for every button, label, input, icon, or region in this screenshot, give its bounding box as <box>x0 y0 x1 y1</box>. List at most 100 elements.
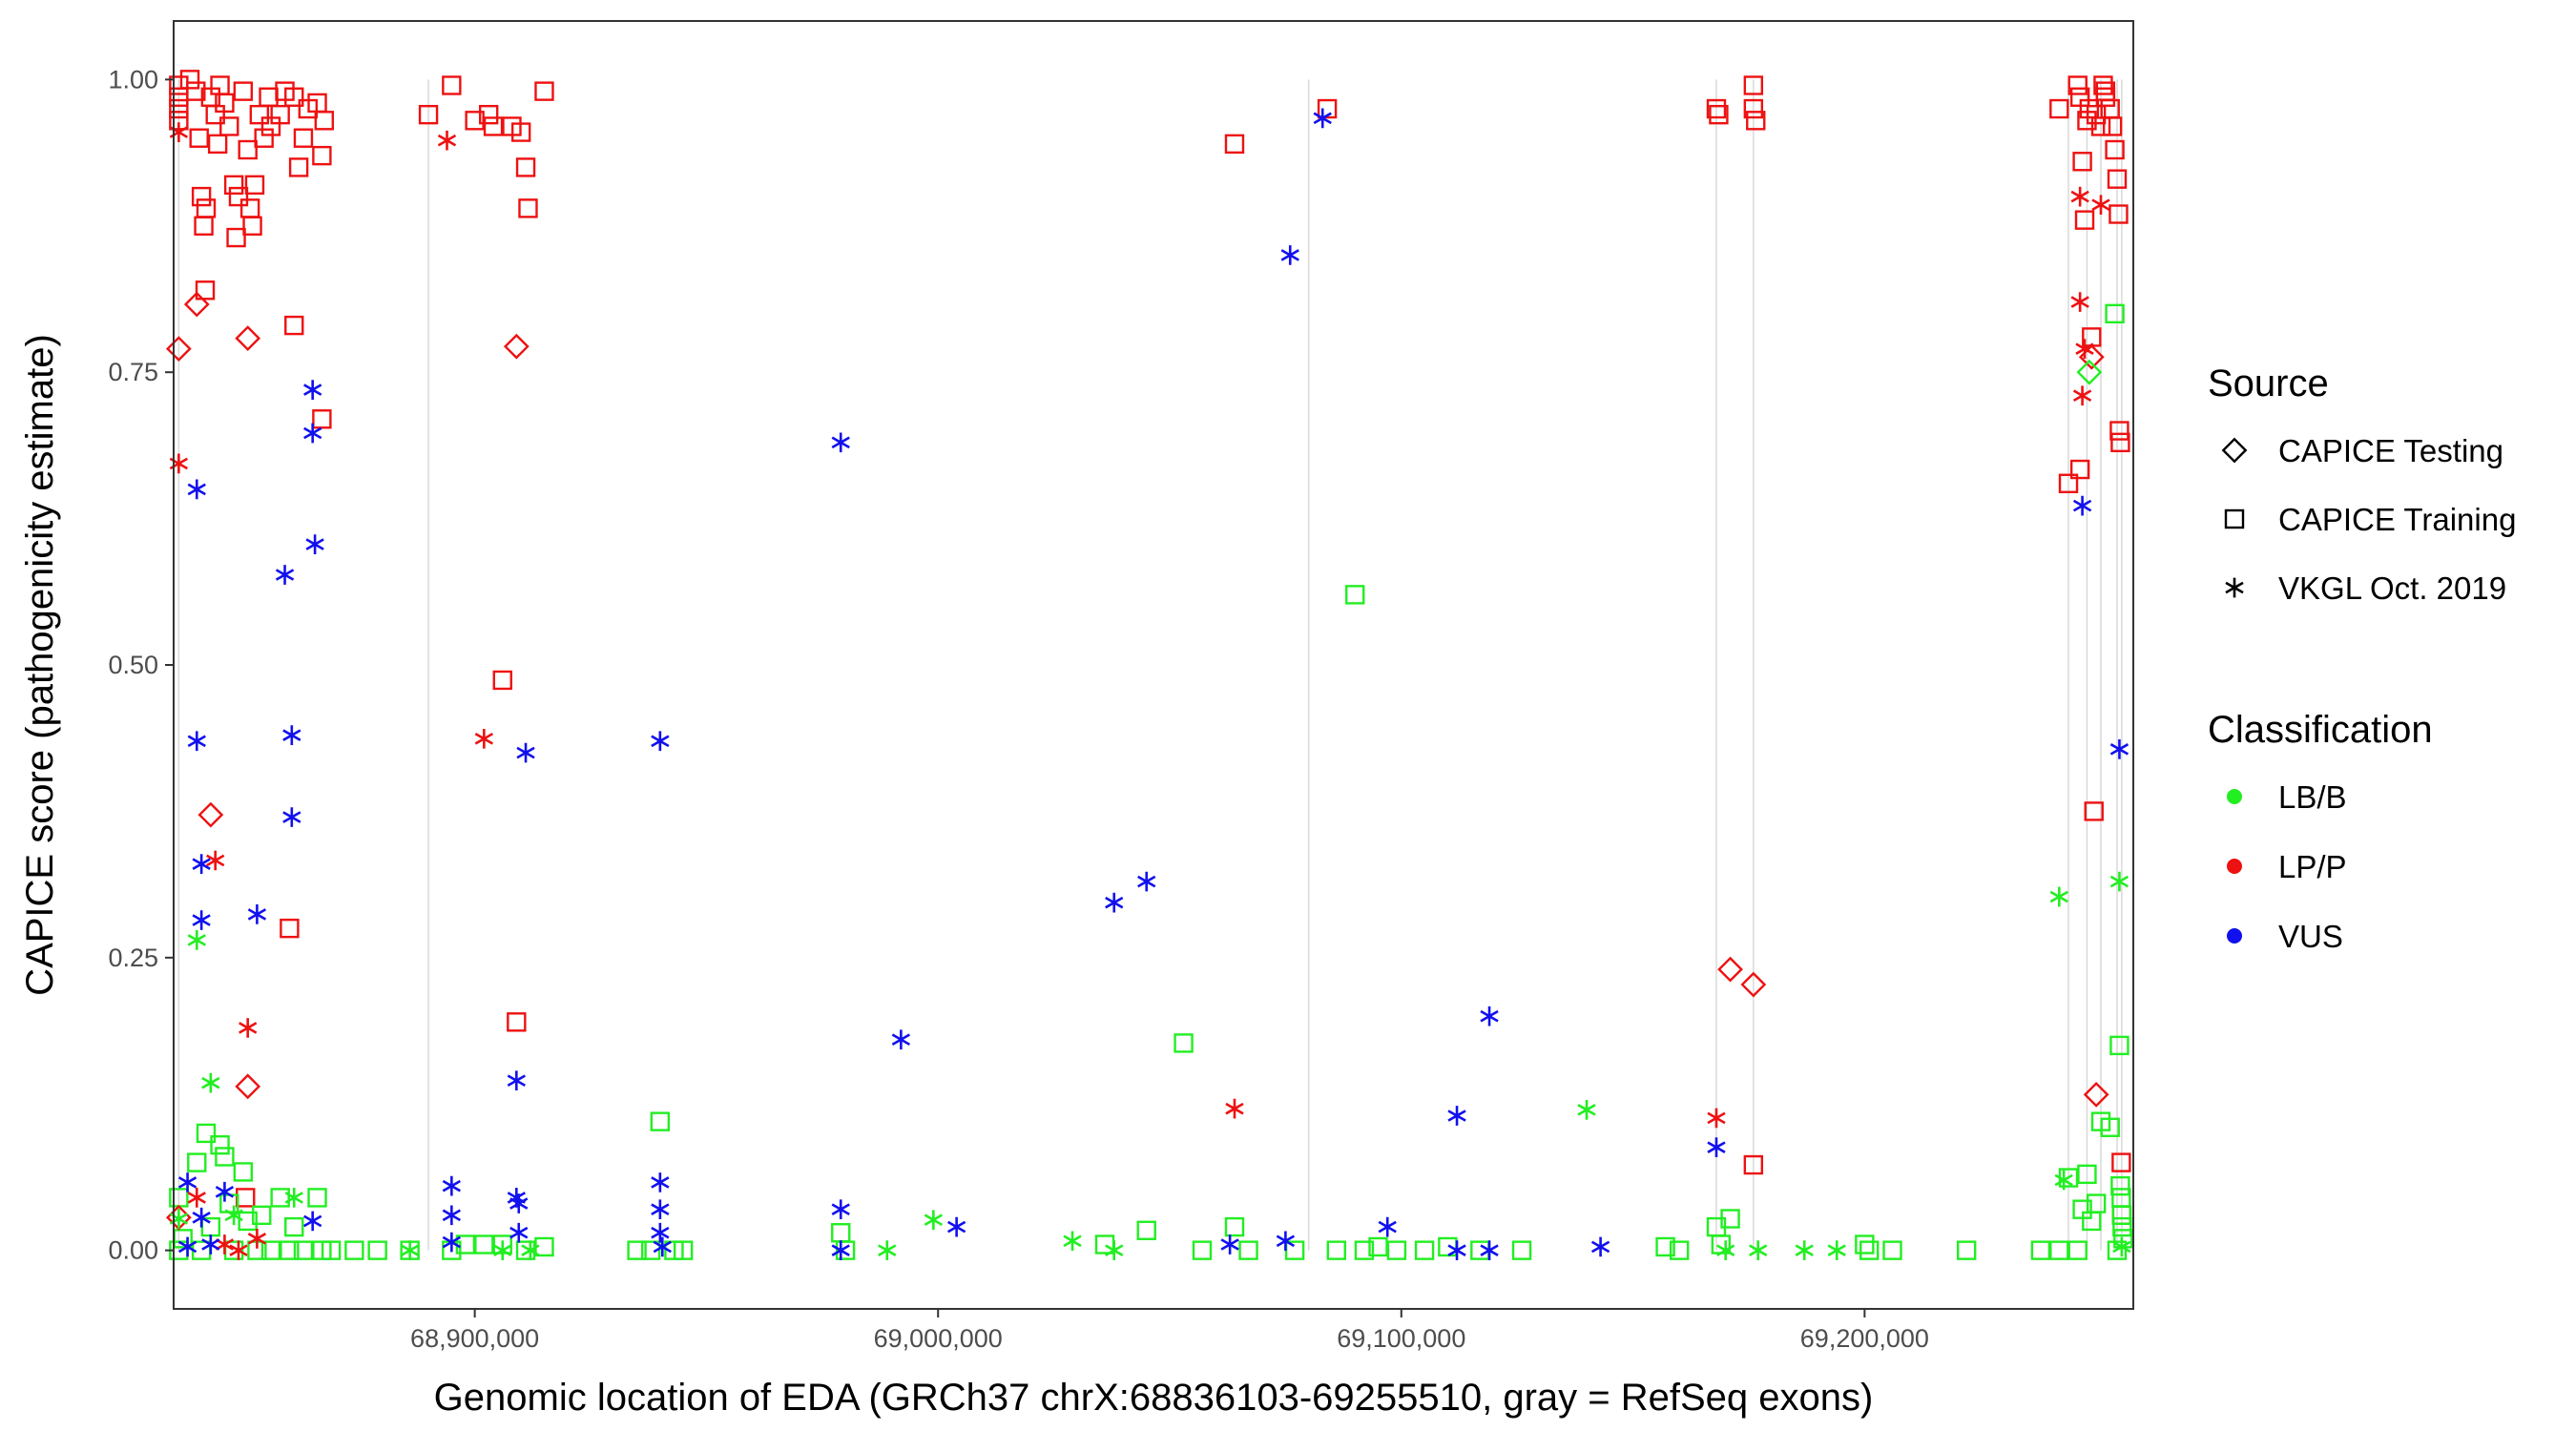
legend-label-training: CAPICE Training <box>2278 502 2516 537</box>
data-point <box>474 1234 494 1255</box>
x-tick-label: 69,100,000 <box>1337 1324 1465 1353</box>
data-point <box>442 1175 461 1196</box>
data-point <box>215 1181 235 1202</box>
data-point <box>483 116 504 136</box>
data-point <box>1740 971 1767 998</box>
data-point <box>2111 1205 2132 1226</box>
data-point <box>187 479 206 500</box>
data-point <box>946 1216 966 1237</box>
data-point <box>224 1205 243 1226</box>
data-point <box>235 1073 261 1100</box>
data-point <box>169 98 189 119</box>
data-point <box>2110 432 2130 453</box>
data-point <box>2070 186 2089 207</box>
exon-lines <box>177 79 2123 1251</box>
data-point <box>2058 473 2079 493</box>
series-vkgl-lpp <box>169 122 2110 1260</box>
y-axis-title: CAPICE score (pathogenicity estimate) <box>19 334 61 996</box>
data-point <box>192 854 211 874</box>
data-point <box>2049 98 2069 119</box>
data-point <box>640 1240 661 1260</box>
series-training-lbb <box>169 303 2133 1260</box>
data-point <box>215 93 235 114</box>
data-point <box>651 1172 670 1192</box>
legend-source-title: Source <box>2208 363 2329 404</box>
data-point <box>206 850 225 871</box>
data-point <box>2095 81 2116 101</box>
data-point <box>1378 1216 1397 1237</box>
data-point <box>831 432 850 453</box>
legend-key-vkgl <box>2225 577 2244 598</box>
data-point <box>282 725 301 745</box>
data-point <box>177 1236 197 1257</box>
y-tick-label: 0.75 <box>108 358 158 386</box>
data-point <box>303 423 322 444</box>
data-point <box>187 930 206 950</box>
data-point <box>196 198 217 218</box>
data-point <box>2074 210 2095 230</box>
data-point <box>1368 1236 1388 1257</box>
data-point <box>1827 1240 1846 1260</box>
data-point <box>2112 1216 2132 1237</box>
data-point <box>2109 204 2129 224</box>
data-point <box>534 81 554 101</box>
series-vkgl-lbb <box>169 871 2131 1260</box>
data-point <box>891 1029 911 1050</box>
legend-label-lpp: LP/P <box>2278 849 2347 884</box>
data-point <box>226 227 246 248</box>
data-point <box>293 128 314 148</box>
data-point <box>192 910 211 930</box>
data-point <box>1276 1231 1296 1252</box>
data-point <box>282 807 301 827</box>
data-point <box>2109 871 2129 892</box>
data-point <box>284 87 304 107</box>
data-point <box>1706 98 1727 119</box>
data-point <box>305 534 324 554</box>
data-point <box>515 157 536 177</box>
data-point <box>1220 1234 1239 1255</box>
data-point <box>2083 1082 2109 1108</box>
data-point <box>187 1152 207 1172</box>
y-tick-label: 0.50 <box>108 651 158 679</box>
data-point <box>228 186 249 207</box>
data-point <box>1480 1240 1499 1260</box>
data-point <box>2112 1236 2131 1257</box>
data-point <box>1224 134 1245 155</box>
x-tick-label: 68,900,000 <box>410 1324 539 1353</box>
data-point <box>516 742 535 763</box>
data-point <box>1749 1240 1768 1260</box>
data-point <box>651 1199 670 1220</box>
data-point <box>247 904 267 924</box>
data-point <box>418 104 439 125</box>
data-point <box>2093 75 2113 95</box>
data-point <box>2067 1240 2088 1260</box>
data-point <box>2049 1240 2069 1260</box>
data-point <box>1716 1240 1735 1260</box>
data-point <box>288 157 309 177</box>
data-point <box>321 1240 342 1260</box>
data-point <box>515 1240 536 1260</box>
data-point <box>1855 1234 1875 1255</box>
data-point <box>1354 1240 1375 1260</box>
data-point <box>1447 1106 1466 1126</box>
data-point <box>239 1018 258 1038</box>
data-point <box>186 81 206 101</box>
data-point <box>252 1205 272 1226</box>
data-point <box>2109 1035 2129 1056</box>
data-point <box>2079 98 2100 119</box>
data-point <box>201 1234 220 1255</box>
data-point <box>244 175 265 196</box>
data-point <box>1238 1240 1258 1260</box>
data-point <box>673 1240 694 1260</box>
data-point <box>493 1240 512 1260</box>
data-point <box>242 216 262 236</box>
legend-classification-title: Classification <box>2208 709 2433 751</box>
data-point <box>1511 1240 1532 1260</box>
data-point <box>2054 1170 2073 1191</box>
data-point <box>284 315 304 336</box>
data-point <box>2105 139 2125 160</box>
data-point <box>238 1211 258 1232</box>
data-point <box>2070 292 2089 312</box>
data-point <box>229 1240 248 1260</box>
data-point <box>2107 169 2128 189</box>
